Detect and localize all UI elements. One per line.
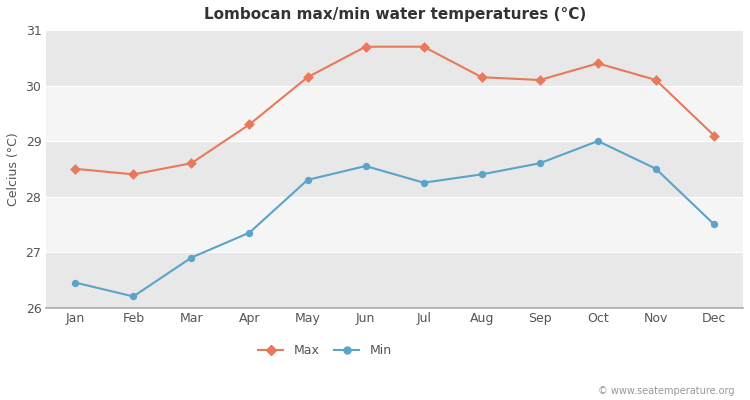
Point — [650, 77, 662, 83]
Point — [708, 132, 720, 139]
Point — [185, 254, 197, 261]
Point — [302, 74, 313, 80]
Bar — [46, 252, 743, 308]
Point — [534, 77, 546, 83]
Point — [418, 180, 430, 186]
Point — [69, 166, 81, 172]
Point — [128, 293, 140, 300]
Point — [476, 171, 488, 178]
Legend: Max, Min: Max, Min — [254, 339, 397, 362]
Point — [592, 60, 604, 66]
Point — [244, 121, 256, 128]
Point — [359, 44, 371, 50]
Point — [418, 44, 430, 50]
Point — [650, 166, 662, 172]
Point — [128, 171, 140, 178]
Title: Lombocan max/min water temperatures (°C): Lombocan max/min water temperatures (°C) — [203, 7, 586, 22]
Point — [244, 230, 256, 236]
Point — [69, 279, 81, 286]
Point — [708, 221, 720, 228]
Point — [185, 160, 197, 166]
Bar — [46, 30, 743, 86]
Point — [592, 138, 604, 144]
Point — [359, 163, 371, 169]
Bar — [46, 141, 743, 196]
Bar — [46, 196, 743, 252]
Text: © www.seatemperature.org: © www.seatemperature.org — [598, 386, 735, 396]
Point — [302, 177, 313, 183]
Point — [534, 160, 546, 166]
Y-axis label: Celcius (°C): Celcius (°C) — [7, 132, 20, 206]
Bar — [46, 86, 743, 141]
Point — [476, 74, 488, 80]
